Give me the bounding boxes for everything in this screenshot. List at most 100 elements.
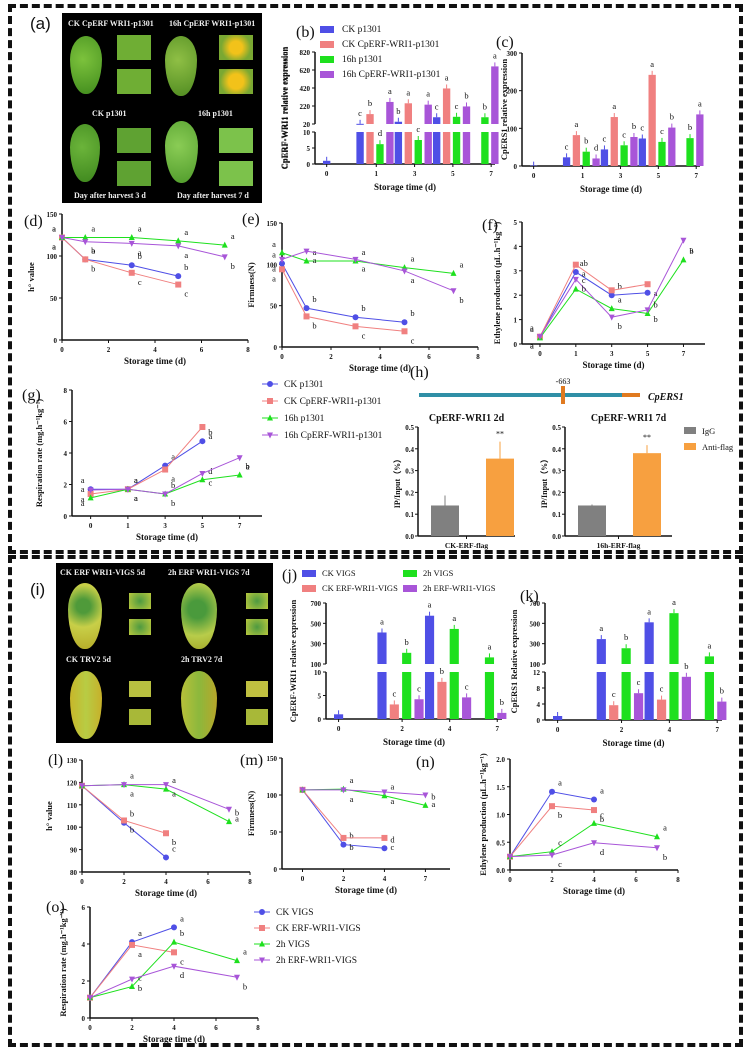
- y-tick-label: 0.3: [552, 468, 561, 476]
- y-tick-label: 0.1: [405, 511, 414, 519]
- significance-letter: a: [81, 498, 85, 508]
- data-point: [163, 785, 169, 792]
- data-point: [608, 314, 615, 321]
- legend-swatch: [302, 570, 316, 577]
- significance-letter: b: [584, 136, 588, 146]
- y-tick-label: 0.3: [405, 468, 414, 476]
- x-tick-label: 3: [163, 522, 167, 530]
- legend-label: 2h ERF-WRI1-VIGS: [276, 956, 357, 966]
- data-point: [234, 974, 240, 981]
- data-point: [572, 261, 579, 268]
- significance-letter: b: [171, 498, 175, 508]
- series-line-1: [90, 426, 203, 495]
- significance-letter: c: [138, 973, 142, 983]
- data-point: [401, 328, 408, 335]
- significance-letter: c: [660, 684, 664, 694]
- significance-letter: a: [600, 786, 604, 796]
- bar: [437, 681, 447, 719]
- significance-letter: ab: [580, 258, 588, 268]
- significance-letter: a: [184, 227, 188, 237]
- significance-letter: d: [390, 834, 395, 844]
- significance-letter: c: [391, 842, 395, 852]
- significance-letter: c: [209, 477, 213, 487]
- significance-letter: a: [172, 775, 176, 785]
- papaya-fruit: [181, 583, 217, 649]
- significance-letter: b: [410, 308, 414, 318]
- bar: [633, 453, 661, 536]
- significance-letter: c: [600, 809, 604, 819]
- data-point: [507, 854, 513, 861]
- series-line-2: [81, 784, 230, 823]
- subplot-title: CpERF-WRI1 2d: [429, 413, 505, 424]
- y-tick-label: 12: [533, 669, 541, 677]
- data-point: [644, 281, 651, 288]
- significance-letter: a: [647, 606, 651, 616]
- significance-letter: b: [361, 303, 365, 313]
- y-tick-label: 4: [537, 701, 541, 709]
- bar: [414, 699, 424, 719]
- data-point: [79, 783, 85, 790]
- fruit-closeup: [117, 161, 151, 186]
- significance-letter: b: [618, 281, 622, 291]
- fruit-closeup: [246, 709, 268, 725]
- bar: [638, 138, 646, 166]
- significance-letter: a: [362, 247, 366, 257]
- significance-letter: c: [180, 956, 184, 966]
- y-tick-label: 1.0: [496, 812, 505, 820]
- panel-label-k: (k): [520, 588, 539, 605]
- data-point: [87, 995, 93, 1002]
- significance-letter: a: [243, 947, 247, 957]
- bar: [394, 121, 403, 124]
- significance-letter: b: [720, 686, 724, 696]
- photo-caption: CK p1301: [92, 109, 127, 118]
- x-tick-label: 16h-ERF-flag: [597, 541, 641, 550]
- y-axis-label: h° value: [26, 262, 36, 292]
- data-point: [171, 949, 177, 956]
- y-tick-label: 10: [303, 129, 311, 137]
- data-point: [199, 424, 206, 431]
- data-point: [303, 313, 310, 320]
- bar: [484, 657, 495, 664]
- data-point: [591, 807, 597, 814]
- significance-letter: c: [637, 677, 641, 687]
- x-tick-label: 0: [60, 346, 64, 354]
- x-axis-label: Storage time (d): [135, 888, 197, 898]
- data-point: [267, 414, 273, 421]
- y-tick-label: 100: [267, 261, 278, 269]
- significance-letter: b: [440, 666, 444, 676]
- data-point: [259, 957, 265, 964]
- significance-letter: c: [603, 133, 607, 143]
- y-tick-label: 300: [311, 641, 322, 649]
- fruit-closeup: [129, 593, 151, 609]
- y-tick-label: 150: [267, 755, 278, 763]
- photo-caption: 16h p1301: [198, 109, 233, 118]
- legend-swatch: [684, 443, 696, 450]
- y-axis-label: Ethylene production (μL.h⁻¹kg⁻¹): [478, 753, 488, 876]
- y-tick-label: 3: [514, 268, 518, 276]
- significance-letter: b: [624, 632, 628, 642]
- x-tick-label: 2: [620, 726, 624, 734]
- x-tick-label: 2: [122, 878, 126, 886]
- y-tick-label: 420: [300, 85, 311, 93]
- significance-letter: b: [405, 637, 409, 647]
- y-tick-label: 220: [300, 103, 311, 111]
- significance-letter: b: [632, 121, 636, 131]
- y-axis-label: CpERF-WRI1 relative expression: [280, 47, 290, 170]
- bar: [402, 652, 412, 664]
- data-point: [87, 487, 94, 494]
- x-tick-label: 0: [532, 172, 536, 180]
- y-tick-label: 6: [82, 904, 86, 912]
- photo-caption: CK TRV2 5d: [66, 655, 111, 664]
- series-line-1: [61, 237, 179, 286]
- fruit-closeup: [117, 69, 151, 94]
- photo-caption: CK CpERF WRI1-p1301: [68, 19, 154, 28]
- y-axis-label: IP/Input（%）: [539, 455, 549, 508]
- x-tick-label: 0: [88, 1024, 92, 1032]
- significance-letter: b: [235, 808, 239, 818]
- bar: [442, 88, 451, 124]
- legend-label: 16h CpERF-WRI1-p1301: [342, 70, 441, 80]
- chart-o-respiration: 0 2 4 6 0 2 4 6 8 Storage time (d) Respiration rat…: [46, 899, 361, 1044]
- bar: [484, 672, 495, 719]
- significance-letter: b: [431, 791, 435, 801]
- data-point: [279, 249, 285, 256]
